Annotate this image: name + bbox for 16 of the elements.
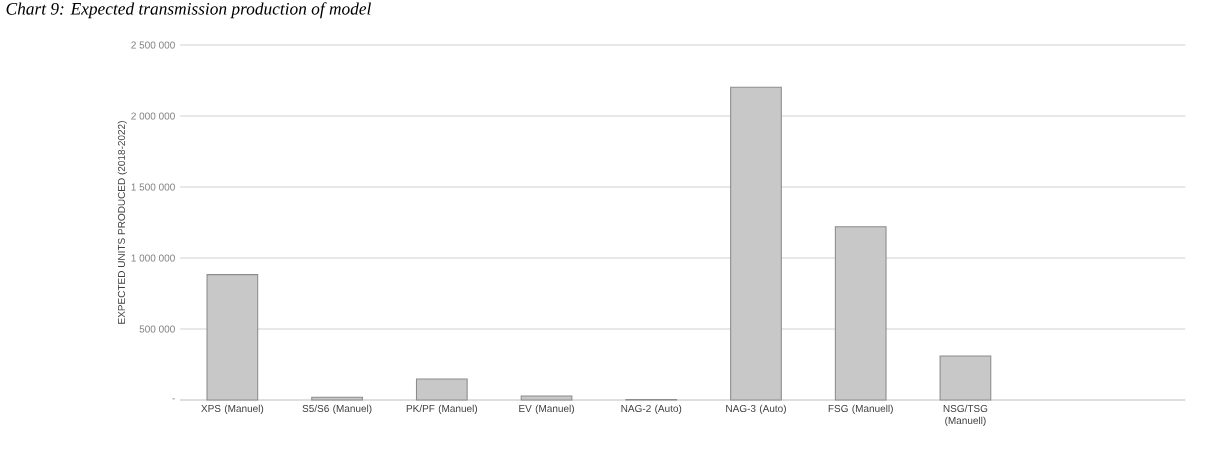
chart-title: Chart 9: Expected transmission production of model bbox=[6, 2, 371, 19]
y-axis-title: EXPECTED UNITS PRODUCED (2018-2022) bbox=[117, 121, 127, 324]
y-tick-label: - bbox=[172, 398, 175, 400]
x-tick-label: NSG/TSG (Manuell) bbox=[943, 404, 988, 427]
x-tick-label: S5/S6 (Manuel) bbox=[302, 404, 372, 415]
x-tick-label: XPS (Manuel) bbox=[201, 404, 264, 415]
x-tick-label: NAG-2 (Auto) bbox=[621, 404, 682, 415]
y-tick-label: 1 500 000 bbox=[131, 183, 175, 191]
x-tick-label: PK/PF (Manuel) bbox=[406, 404, 478, 415]
y-tick-label: 2 000 000 bbox=[131, 112, 175, 120]
y-tick-label: 2 500 000 bbox=[131, 41, 175, 49]
y-tick-label: 1 000 000 bbox=[131, 254, 175, 262]
x-tick-label: EV (Manuel) bbox=[519, 404, 574, 415]
y-tick-label: 500 000 bbox=[139, 325, 175, 333]
x-tick-label: NAG-3 (Auto) bbox=[726, 404, 786, 415]
x-tick-label: FSG (Manuell) bbox=[828, 404, 893, 415]
